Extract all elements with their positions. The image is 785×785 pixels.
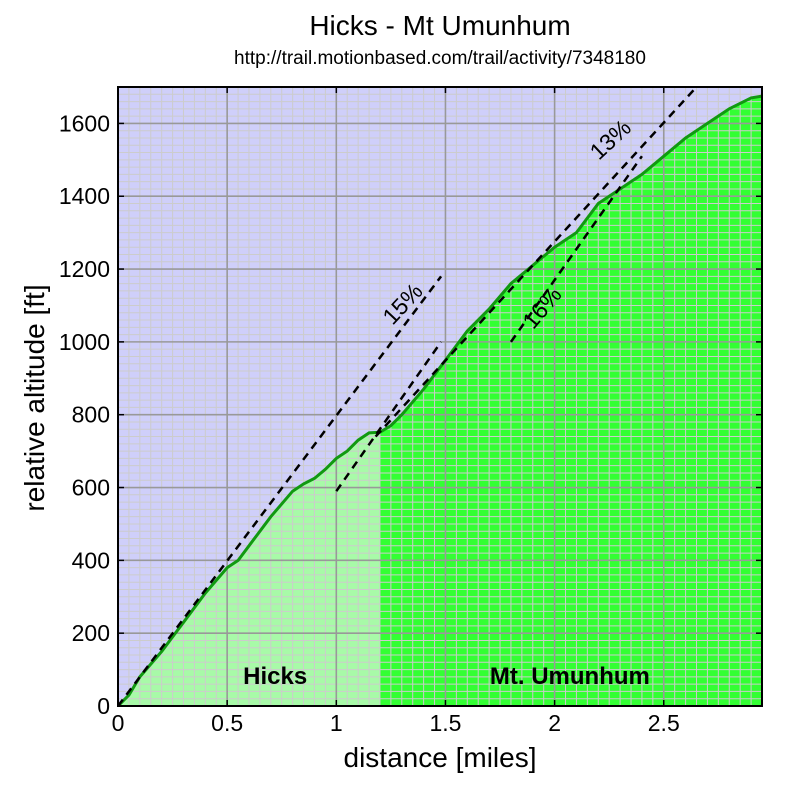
y-tick-label: 0 xyxy=(97,693,110,719)
chart-title: Hicks - Mt Umunhum xyxy=(309,10,570,41)
y-tick-label: 600 xyxy=(72,475,110,501)
y-tick-label: 800 xyxy=(72,402,110,428)
x-tick-label: 1.5 xyxy=(429,710,461,736)
y-tick-label: 1600 xyxy=(59,110,110,136)
grade-line-15pct xyxy=(335,341,443,492)
x-tick-label: 2.5 xyxy=(648,710,680,736)
axis-ticks: 0 0.5 1 1.5 2 2.5 0 200 400 600 800 1000 1200 1400 160… xyxy=(59,87,762,736)
grade-line-13pct xyxy=(374,87,698,438)
grade-line-15pct xyxy=(118,275,443,706)
y-tick-label: 400 xyxy=(72,547,110,573)
region-label-hicks: Hicks xyxy=(243,663,307,690)
plot-frame xyxy=(117,86,763,707)
grade-line-16pct xyxy=(509,155,643,343)
x-tick-label: 0 xyxy=(112,710,125,736)
y-tick-label: 1200 xyxy=(59,256,110,282)
chart-subtitle: http://trail.motionbased.com/trail/activ… xyxy=(234,48,646,69)
y-tick-label: 200 xyxy=(72,620,110,646)
altitude-profile-line xyxy=(118,94,762,706)
plot-area: 15% 16%13%Hicks Mt. Umunhum xyxy=(117,86,763,707)
x-axis-label: distance [miles] xyxy=(344,742,537,773)
x-tick-label: 0.5 xyxy=(211,710,243,736)
x-tick-label: 2 xyxy=(548,710,561,736)
y-axis-label: relative altitude [ft] xyxy=(19,284,50,511)
region-label-mt-umunhum: Mt. Umunhum xyxy=(490,663,650,690)
x-tick-label: 1 xyxy=(330,710,343,736)
y-tick-label: 1400 xyxy=(59,183,110,209)
y-tick-label: 1000 xyxy=(59,329,110,355)
